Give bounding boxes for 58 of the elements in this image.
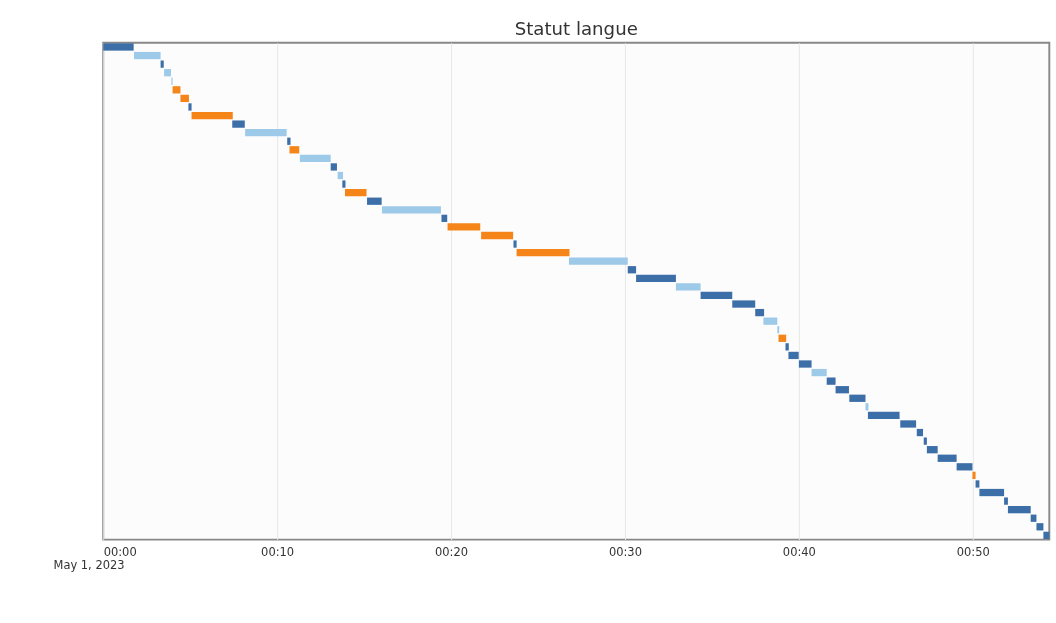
bar xyxy=(675,283,701,291)
bar xyxy=(1036,523,1044,531)
bar xyxy=(516,248,570,257)
x-tick-label: 00:50 xyxy=(956,545,990,560)
bar xyxy=(798,360,812,368)
bar xyxy=(923,437,927,445)
bar xyxy=(916,428,924,437)
x-tick-label: 00:10 xyxy=(261,545,295,560)
bar xyxy=(826,377,836,385)
chart-title: Statut langue xyxy=(514,18,638,40)
bar xyxy=(972,471,976,480)
bar xyxy=(700,291,733,300)
bar xyxy=(926,446,938,454)
bar xyxy=(481,231,514,240)
bar xyxy=(382,206,441,214)
bar xyxy=(441,214,448,222)
x-tick-label: 00:30 xyxy=(608,545,642,560)
bar xyxy=(811,368,827,377)
bar xyxy=(344,189,367,197)
x-tick-label: 00:40 xyxy=(782,545,816,560)
bar xyxy=(755,308,765,317)
bar xyxy=(287,137,291,145)
bar xyxy=(342,180,346,188)
bar xyxy=(133,51,161,60)
bar xyxy=(513,240,517,248)
bar xyxy=(245,129,287,137)
bar xyxy=(636,274,676,282)
bar xyxy=(103,43,134,51)
bar xyxy=(330,163,337,171)
bar xyxy=(1007,506,1031,514)
bar xyxy=(447,223,481,231)
bar xyxy=(1004,497,1008,505)
bar xyxy=(763,317,778,325)
bar xyxy=(164,69,172,77)
text: May 1, 2023 xyxy=(53,558,125,573)
bar xyxy=(956,463,973,471)
bar xyxy=(849,394,866,402)
bar xyxy=(867,411,900,420)
bar xyxy=(865,403,869,411)
bar xyxy=(568,257,628,265)
bar xyxy=(627,266,637,274)
bar xyxy=(979,488,1005,497)
bar xyxy=(937,454,957,462)
bar xyxy=(160,60,164,68)
bar xyxy=(1043,531,1050,540)
bar xyxy=(299,154,331,163)
bar xyxy=(367,197,382,205)
bar xyxy=(337,171,344,180)
bar xyxy=(732,300,756,308)
x-tick-label: 00:20 xyxy=(435,545,469,560)
bar xyxy=(232,120,245,128)
bar xyxy=(289,146,300,154)
bar xyxy=(900,420,917,428)
bar xyxy=(191,111,233,120)
bar xyxy=(188,103,192,111)
bar xyxy=(180,94,189,103)
x-tick-label: 00:00 xyxy=(103,545,137,560)
bar xyxy=(835,386,849,394)
